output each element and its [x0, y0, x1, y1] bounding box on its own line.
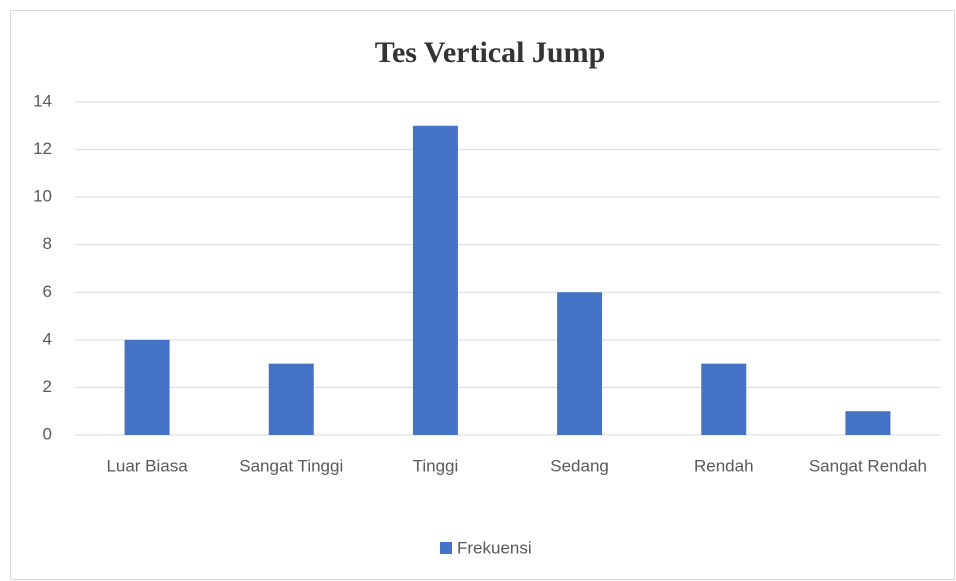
x-tick-label: Rendah [694, 456, 754, 475]
bar [124, 339, 170, 435]
x-tick-label: Tinggi [413, 456, 459, 475]
y-tick-label: 14 [33, 91, 52, 110]
x-tick-label: Luar Biasa [106, 456, 188, 475]
y-tick-label: 4 [43, 329, 52, 348]
y-tick-label: 6 [43, 282, 52, 301]
bar [412, 125, 458, 436]
x-tick-label: Sangat Rendah [809, 456, 927, 475]
y-tick-label: 2 [43, 377, 52, 396]
y-tick-label: 0 [43, 424, 52, 443]
bar [268, 363, 314, 435]
legend-swatch [440, 542, 452, 554]
chart-title: Tes Vertical Jump [375, 36, 606, 69]
x-tick-label: Sangat Tinggi [239, 456, 343, 475]
bar [557, 292, 603, 435]
bar [845, 411, 891, 435]
chart-frame [10, 10, 955, 580]
legend-label: Frekuensi [457, 538, 532, 557]
x-tick-label: Sedang [550, 456, 609, 475]
y-tick-label: 8 [43, 234, 52, 253]
y-tick-label: 12 [33, 139, 52, 158]
bar [701, 363, 747, 435]
y-tick-label: 10 [33, 187, 52, 206]
